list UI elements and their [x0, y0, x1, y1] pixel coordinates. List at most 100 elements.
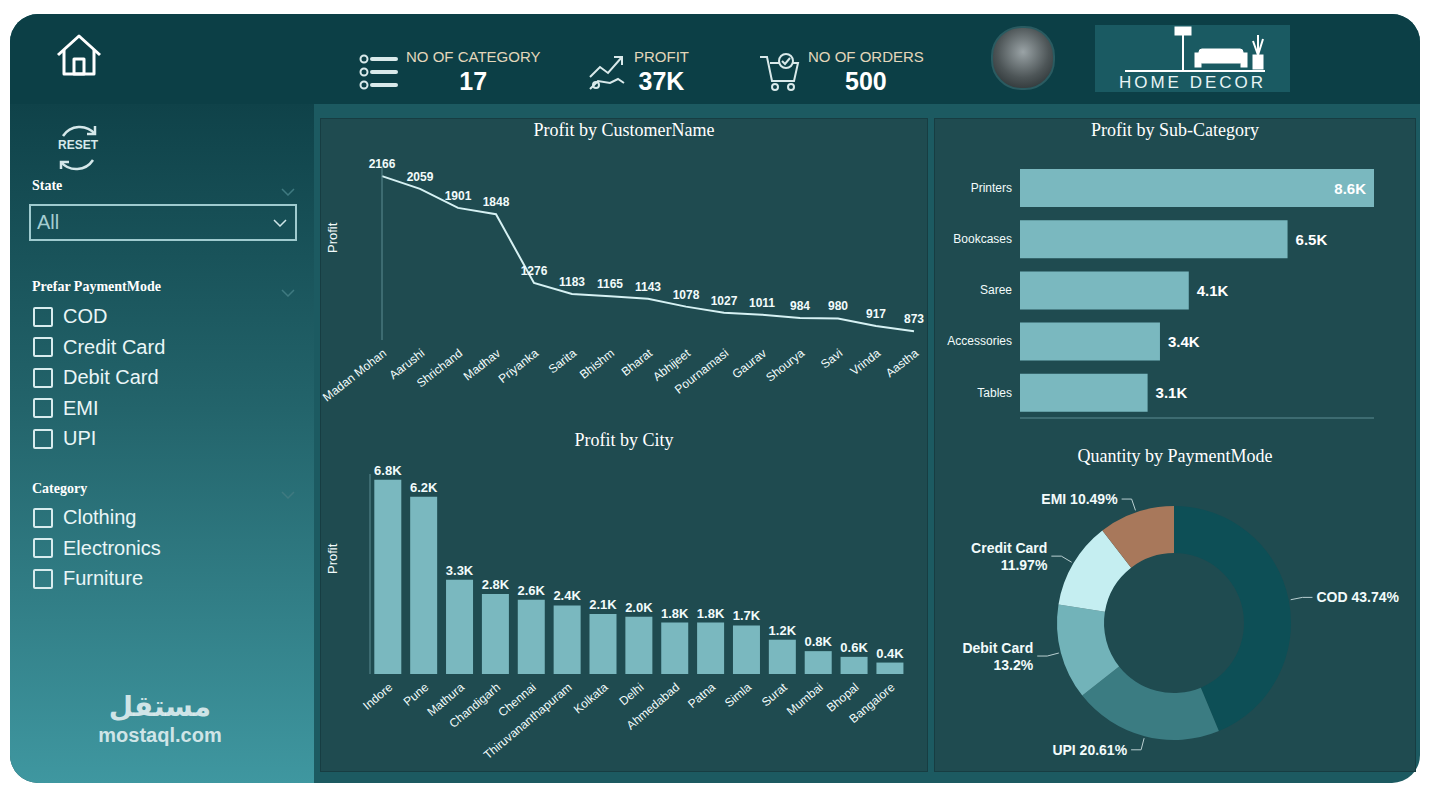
html-text:Profit by CustomerName: Profit by CustomerName — [533, 120, 715, 140]
svg-text:Bhopal: Bhopal — [824, 680, 862, 715]
svg-text:Debit Card13.2%: Debit Card13.2% — [962, 640, 1033, 673]
svg-text:0.4K: 0.4K — [876, 646, 904, 661]
svg-text:Printers: Printers — [971, 181, 1012, 195]
svg-text:Savi: Savi — [818, 346, 845, 371]
svg-text:Bookcases: Bookcases — [953, 232, 1012, 246]
svg-text:Delhi: Delhi — [616, 680, 646, 708]
svg-text:2.4K: 2.4K — [553, 588, 581, 603]
svg-text:Bangalore: Bangalore — [847, 680, 898, 726]
html-text:COD: COD — [63, 305, 108, 327]
svg-text:Ahmedabad: Ahmedabad — [624, 680, 683, 732]
html-text:Clothing: Clothing — [63, 506, 137, 528]
svg-text:Pune: Pune — [401, 680, 432, 709]
html-text:500: 500 — [845, 67, 887, 95]
svg-text:1901: 1901 — [445, 189, 472, 203]
svg-text:Mumbai: Mumbai — [784, 680, 826, 718]
svg-text:Chennai: Chennai — [495, 680, 539, 720]
svg-text:917: 917 — [866, 307, 886, 321]
html-text:Furniture: Furniture — [63, 567, 143, 589]
svg-text:1.2K: 1.2K — [769, 623, 797, 638]
svg-text:6.2K: 6.2K — [410, 480, 438, 495]
svg-text:3.4K: 3.4K — [1168, 333, 1200, 350]
html-text:PROFIT: PROFIT — [634, 48, 689, 65]
svg-text:Mathura: Mathura — [424, 680, 468, 720]
svg-text:Sarita: Sarita — [546, 346, 580, 377]
svg-text:Priyanka: Priyanka — [496, 346, 542, 386]
svg-text:873: 873 — [904, 312, 924, 326]
html-text:37K: 37K — [638, 67, 685, 95]
svg-text:Profit: Profit — [325, 222, 340, 253]
svg-text:1183: 1183 — [559, 275, 585, 289]
svg-text:Tables: Tables — [977, 386, 1012, 400]
svg-text:UPI 20.61%: UPI 20.61% — [1052, 742, 1127, 758]
svg-text:Accessories: Accessories — [947, 334, 1012, 348]
svg-text:Shrichand: Shrichand — [414, 346, 465, 390]
svg-text:Gaurav: Gaurav — [729, 346, 769, 381]
svg-text:Surat: Surat — [759, 680, 790, 710]
svg-text:Kolkata: Kolkata — [571, 680, 611, 717]
svg-text:COD 43.74%: COD 43.74% — [1316, 589, 1399, 605]
html-text:17: 17 — [459, 67, 488, 95]
svg-text:1.8K: 1.8K — [661, 606, 689, 621]
svg-text:Chandigarh: Chandigarh — [446, 680, 503, 731]
svg-text:Simla: Simla — [722, 680, 754, 710]
svg-text:1165: 1165 — [597, 277, 623, 291]
svg-text:1143: 1143 — [635, 280, 661, 294]
svg-text:2166: 2166 — [369, 157, 396, 171]
svg-text:Shourya: Shourya — [763, 346, 807, 385]
svg-text:3.1K: 3.1K — [1156, 384, 1188, 401]
html-text:مستقل: مستقل — [108, 690, 212, 723]
html-text:EMI: EMI — [63, 396, 99, 419]
html-text:Credit Card: Credit Card — [63, 335, 166, 358]
svg-text:Bhishm: Bhishm — [577, 346, 617, 382]
html-text:Quantity by PaymentMode: Quantity by PaymentMode — [1077, 446, 1273, 466]
svg-text:4.1K: 4.1K — [1197, 282, 1229, 299]
svg-text:Credit Card11.97%: Credit Card11.97% — [971, 540, 1048, 573]
svg-text:1078: 1078 — [673, 288, 700, 302]
svg-text:1848: 1848 — [483, 195, 510, 209]
svg-text:Abhijeet: Abhijeet — [650, 346, 694, 384]
svg-text:Madan Mohan: Madan Mohan — [320, 346, 389, 404]
svg-text:Saree: Saree — [980, 283, 1012, 297]
svg-text:Indore: Indore — [360, 680, 395, 713]
svg-text:1.7K: 1.7K — [733, 608, 761, 623]
html-text:Debit Card: Debit Card — [63, 366, 159, 388]
svg-text:Thiruvananthapuram: Thiruvananthapuram — [481, 680, 575, 762]
svg-text:980: 980 — [828, 299, 848, 313]
html-text:UPI: UPI — [63, 427, 97, 449]
svg-text:984: 984 — [790, 299, 810, 313]
html-text:Profit by Sub-Category: Profit by Sub-Category — [1091, 120, 1259, 140]
svg-text:2.0K: 2.0K — [625, 600, 653, 615]
svg-text:Bharat: Bharat — [618, 346, 656, 379]
svg-text:2.8K: 2.8K — [482, 577, 510, 592]
svg-text:Profit: Profit — [325, 543, 340, 574]
svg-text:6.8K: 6.8K — [374, 463, 402, 478]
svg-text:6.5K: 6.5K — [1296, 231, 1328, 248]
html-text:NO OF CATEGORY: NO OF CATEGORY — [406, 48, 541, 65]
svg-text:0.8K: 0.8K — [804, 634, 832, 649]
svg-text:Vrinda: Vrinda — [847, 346, 883, 378]
svg-text:Pournamasi: Pournamasi — [672, 346, 731, 396]
svg-text:Aastha: Aastha — [883, 346, 921, 380]
svg-text:1011: 1011 — [749, 296, 775, 310]
svg-text:2059: 2059 — [407, 170, 434, 184]
svg-text:8.6K: 8.6K — [1334, 180, 1366, 197]
svg-text:Patna: Patna — [685, 680, 718, 711]
html-text:HOME DECOR: HOME DECOR — [1118, 73, 1267, 92]
html-text:Electronics: Electronics — [63, 536, 161, 559]
html-text:NO OF ORDERS: NO OF ORDERS — [808, 48, 924, 65]
svg-text:EMI 10.49%: EMI 10.49% — [1041, 491, 1118, 507]
svg-text:1.8K: 1.8K — [697, 606, 725, 621]
html-text:State: State — [32, 178, 63, 193]
svg-text:2.6K: 2.6K — [518, 583, 546, 598]
html-text:Profit by City: Profit by City — [574, 430, 674, 450]
svg-text:1027: 1027 — [711, 294, 738, 308]
svg-text:3.3K: 3.3K — [446, 563, 474, 578]
svg-text:1276: 1276 — [521, 264, 548, 278]
svg-text:Madhav: Madhav — [461, 346, 503, 383]
svg-text:2.1K: 2.1K — [589, 597, 617, 612]
svg-text:Aarushi: Aarushi — [386, 346, 428, 383]
html-text:All: All — [37, 211, 60, 233]
html-text:mostaql.com: mostaql.com — [98, 724, 222, 746]
svg-text:0.6K: 0.6K — [840, 640, 868, 655]
